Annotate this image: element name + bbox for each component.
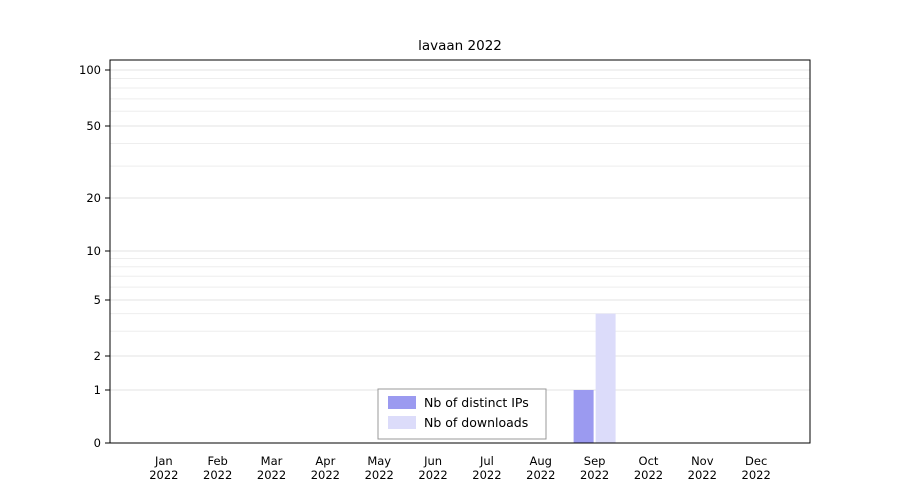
y-tick-label: 5 [94, 293, 101, 307]
legend-label-downloads: Nb of downloads [424, 415, 528, 430]
x-tick-label: Nov 2022 [688, 454, 717, 482]
x-tick-label: May 2022 [365, 454, 394, 482]
x-tick-label: Sep 2022 [580, 454, 609, 482]
y-tick-label: 2 [94, 349, 101, 363]
y-tick-label: 10 [86, 244, 101, 258]
gridlines [110, 69, 810, 391]
y-tick-label: 50 [86, 119, 101, 133]
bar-nb-of-downloads-sep-2022 [595, 313, 616, 443]
x-tick-label: Dec 2022 [742, 454, 771, 482]
x-tick-label: Jan 2022 [149, 454, 178, 482]
y-tick-label: 20 [86, 191, 101, 205]
y-tick-label: 0 [94, 436, 101, 450]
x-tick-label: Jul 2022 [472, 454, 501, 482]
legend: Nb of distinct IPs Nb of downloads [377, 388, 547, 440]
legend-label-distinct-ips: Nb of distinct IPs [424, 395, 529, 410]
x-tick-label: Mar 2022 [257, 454, 286, 482]
x-tick-label: Feb 2022 [203, 454, 232, 482]
x-tick-label: Apr 2022 [311, 454, 340, 482]
bars [573, 313, 616, 443]
x-axis: Jan 2022 Feb 2022 Mar 2022 Apr 2022 May 2022 Jun 20… [149, 454, 771, 482]
bar-nb-of-distinct-ips-sep-2022 [573, 390, 594, 443]
legend-swatch-distinct-ips [388, 396, 416, 409]
x-tick-label: Oct 2022 [634, 454, 663, 482]
x-tick-label: Jun 2022 [418, 454, 447, 482]
x-tick-label: Aug 2022 [526, 454, 555, 482]
y-axis: 0 1 2 5 10 20 50 100 [79, 63, 110, 450]
y-tick-label: 1 [94, 383, 101, 397]
y-tick-label: 100 [79, 63, 101, 77]
legend-swatch-downloads [388, 416, 416, 429]
chart-title: lavaan 2022 [418, 38, 502, 54]
